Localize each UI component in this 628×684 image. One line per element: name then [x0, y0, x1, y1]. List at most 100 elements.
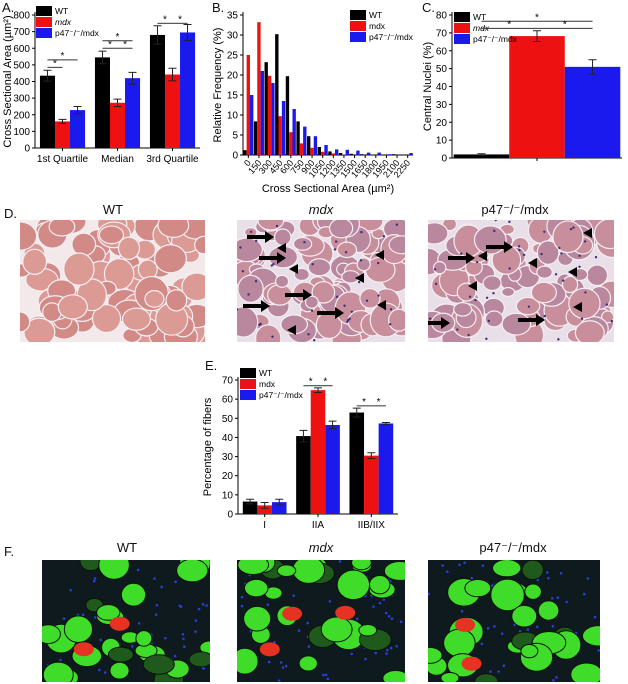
muscle-fiber	[601, 310, 614, 324]
green-fiber	[188, 651, 210, 668]
bar-wt	[317, 147, 322, 155]
arrow-icon	[285, 289, 312, 301]
green-fiber	[135, 630, 153, 647]
legend-label-p47: p47⁻/⁻/mdx	[369, 32, 414, 42]
muscle-fiber	[484, 310, 504, 328]
bar-p47	[377, 152, 381, 155]
nucleus	[492, 291, 495, 295]
muscle-fiber	[48, 220, 76, 237]
bar-p47	[313, 136, 318, 155]
bar-mdx	[299, 143, 304, 155]
legend-swatch-mdx	[454, 23, 470, 33]
muscle-fiber	[473, 225, 507, 255]
y-tick-label: 35	[227, 11, 239, 22]
nucleus	[359, 259, 363, 262]
nucleus	[284, 664, 288, 668]
green-fiber	[428, 646, 443, 664]
y-tick-label: 0	[232, 151, 238, 162]
green-fiber	[383, 560, 405, 581]
muscle-fiber	[71, 232, 97, 257]
bar-mdx	[246, 55, 250, 155]
nucleus	[333, 248, 337, 251]
significance-asterisk: *	[507, 19, 511, 30]
y-tick-label: 300	[13, 94, 30, 105]
legend-swatch-p47	[350, 32, 366, 42]
muscle-fiber	[181, 272, 205, 302]
arrowhead-icon	[377, 300, 386, 310]
nucleus	[605, 303, 609, 306]
nucleus	[59, 658, 62, 662]
nucleus	[267, 660, 271, 664]
bar-mdx	[331, 153, 335, 155]
nucleus	[569, 227, 573, 231]
arrowhead-icon	[289, 264, 298, 274]
nucleus	[550, 596, 554, 600]
nucleus	[377, 261, 380, 265]
nucleus	[428, 317, 432, 320]
y-tick-label: 0	[441, 154, 447, 165]
bar-wt	[328, 151, 332, 155]
nucleus	[467, 333, 470, 337]
arrow-icon	[486, 241, 513, 253]
nucleus	[205, 604, 208, 607]
muscle-fiber	[274, 274, 290, 288]
d-label-wt: WT	[102, 202, 124, 217]
arrowhead-icon	[287, 325, 296, 335]
nucleus	[194, 630, 197, 633]
green-fiber	[298, 655, 318, 672]
f-label-wt: WT	[116, 540, 138, 555]
muscle-fiber	[293, 267, 310, 282]
muscle-fiber	[311, 281, 336, 304]
y-tick-label: 200	[13, 110, 30, 121]
nucleus	[543, 230, 546, 233]
green-fiber	[243, 605, 272, 632]
nucleus	[194, 619, 198, 622]
y-tick-label: 25	[227, 51, 239, 62]
nucleus	[292, 594, 296, 597]
muscle-fiber	[501, 286, 516, 298]
nucleus	[582, 592, 586, 596]
muscle-fiber	[328, 220, 354, 239]
green-fiber	[142, 654, 175, 675]
he-stain-image-wt	[20, 220, 205, 342]
muscle-fiber	[20, 221, 38, 251]
bar-p47	[292, 109, 296, 155]
muscle-fiber	[428, 222, 449, 245]
nucleus	[183, 645, 186, 648]
significance-asterisk: *	[61, 51, 65, 62]
muscle-fiber	[257, 220, 285, 231]
f-label-p47-mdx: p47⁻/⁻/mdx	[479, 540, 547, 555]
error-bar	[260, 502, 269, 509]
legend-label-mdx: mdx	[259, 379, 276, 389]
muscle-fiber	[23, 317, 56, 342]
chart-b-frequency-histogram: 0510152025303501503004506007509001050120…	[212, 10, 414, 195]
muscle-fiber	[91, 304, 122, 334]
green-fiber	[96, 604, 121, 621]
x-tick-label: I	[263, 520, 266, 531]
error-bar	[367, 452, 376, 459]
legend-swatch-p47	[240, 390, 256, 400]
muscle-fiber	[552, 220, 584, 254]
bar-p47	[388, 154, 392, 155]
nucleus	[311, 263, 314, 266]
x-tick-label: 3rd Quartile	[146, 154, 199, 165]
nucleus	[434, 282, 438, 286]
bar-mdx	[278, 116, 282, 155]
nucleus	[372, 605, 375, 608]
nucleus	[546, 571, 549, 574]
green-fiber	[490, 578, 525, 612]
y-tick-label: 40	[436, 82, 448, 93]
nucleus	[475, 260, 479, 264]
bar-wt	[296, 121, 300, 155]
significance-asterisk: *	[535, 12, 539, 23]
nucleus	[578, 265, 581, 269]
green-fiber	[570, 662, 600, 682]
nucleus	[610, 319, 613, 323]
significance-asterisk: *	[377, 397, 381, 408]
bar-wt	[243, 150, 247, 155]
nucleus	[433, 268, 437, 271]
error-bar	[588, 59, 597, 75]
arrow-icon	[259, 252, 286, 264]
nucleus	[307, 333, 310, 336]
nucleus	[310, 309, 314, 312]
